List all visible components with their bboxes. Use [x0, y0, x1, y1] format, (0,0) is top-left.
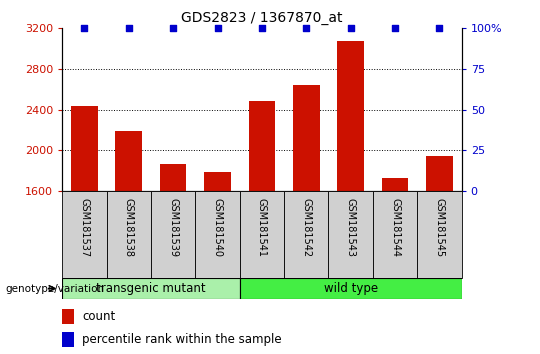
Bar	[62, 309, 74, 324]
FancyBboxPatch shape	[106, 191, 151, 278]
Bar	[62, 332, 74, 347]
Bar	[293, 85, 320, 191]
Bar	[71, 105, 98, 191]
Point	[302, 25, 310, 31]
Text: wild type: wild type	[323, 282, 378, 295]
Text: percentile rank within the sample: percentile rank within the sample	[82, 333, 282, 346]
Text: GSM181537: GSM181537	[79, 198, 89, 257]
Text: GSM181544: GSM181544	[390, 198, 400, 257]
FancyBboxPatch shape	[240, 191, 284, 278]
Point	[80, 25, 89, 31]
Point	[213, 25, 222, 31]
Text: GSM181541: GSM181541	[257, 198, 267, 257]
Point	[435, 25, 444, 31]
Text: genotype/variation: genotype/variation	[5, 284, 105, 293]
FancyBboxPatch shape	[62, 191, 106, 278]
Text: GSM181540: GSM181540	[213, 198, 222, 257]
Title: GDS2823 / 1367870_at: GDS2823 / 1367870_at	[181, 11, 343, 24]
FancyBboxPatch shape	[195, 191, 240, 278]
Bar	[338, 41, 364, 191]
Bar	[204, 172, 231, 191]
FancyBboxPatch shape	[328, 191, 373, 278]
FancyBboxPatch shape	[62, 278, 240, 299]
FancyBboxPatch shape	[417, 191, 462, 278]
Point	[258, 25, 266, 31]
Text: GSM181538: GSM181538	[124, 198, 134, 257]
FancyBboxPatch shape	[373, 191, 417, 278]
FancyBboxPatch shape	[151, 191, 195, 278]
Text: transgenic mutant: transgenic mutant	[96, 282, 206, 295]
Point	[124, 25, 133, 31]
FancyBboxPatch shape	[240, 278, 462, 299]
Point	[346, 25, 355, 31]
Point	[169, 25, 178, 31]
Text: GSM181545: GSM181545	[435, 198, 444, 257]
FancyBboxPatch shape	[284, 191, 328, 278]
Bar	[426, 155, 453, 191]
Text: count: count	[82, 310, 116, 323]
Bar	[382, 178, 408, 191]
Text: GSM181543: GSM181543	[346, 198, 356, 257]
Bar	[248, 101, 275, 191]
Point	[391, 25, 400, 31]
Bar	[160, 164, 186, 191]
Bar	[116, 131, 142, 191]
Text: GSM181539: GSM181539	[168, 198, 178, 257]
Text: GSM181542: GSM181542	[301, 198, 311, 257]
